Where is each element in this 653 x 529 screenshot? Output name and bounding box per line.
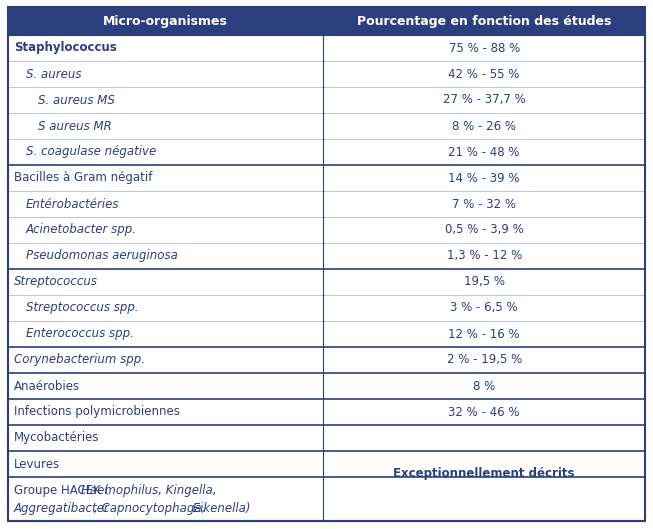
Bar xyxy=(8,165,645,191)
Bar xyxy=(8,217,645,243)
Text: Pourcentage en fonction des études: Pourcentage en fonction des études xyxy=(357,14,611,28)
Text: 32 % - 46 %: 32 % - 46 % xyxy=(449,406,520,418)
Bar xyxy=(8,295,645,321)
Text: Eikenella): Eikenella) xyxy=(189,502,251,515)
Text: 3 % - 6,5 %: 3 % - 6,5 % xyxy=(451,302,518,315)
Bar xyxy=(8,269,645,295)
Bar xyxy=(8,35,645,61)
Text: Aggregatibacter: Aggregatibacter xyxy=(14,502,110,515)
Bar xyxy=(8,243,645,269)
Text: S aureus MR: S aureus MR xyxy=(38,120,112,132)
Text: Infections polymicrobiennes: Infections polymicrobiennes xyxy=(14,406,180,418)
Text: Haemophilus, Kingella,: Haemophilus, Kingella, xyxy=(81,484,217,497)
Text: 75 % - 88 %: 75 % - 88 % xyxy=(449,41,520,54)
Bar xyxy=(8,451,645,477)
Text: , Capnocytophaga,: , Capnocytophaga, xyxy=(94,502,206,515)
Text: Streptococcus spp.: Streptococcus spp. xyxy=(26,302,138,315)
Text: 0,5 % - 3,9 %: 0,5 % - 3,9 % xyxy=(445,223,524,236)
Bar xyxy=(8,139,645,165)
Text: Exceptionnellement décrits: Exceptionnellement décrits xyxy=(393,467,575,479)
Bar xyxy=(8,373,645,399)
Text: S. aureus MS: S. aureus MS xyxy=(38,94,115,106)
Text: 2 % - 19,5 %: 2 % - 19,5 % xyxy=(447,353,522,367)
Text: 14 % - 39 %: 14 % - 39 % xyxy=(449,171,520,185)
Bar xyxy=(8,113,645,139)
Text: Micro-organismes: Micro-organismes xyxy=(103,14,228,28)
Bar xyxy=(8,87,645,113)
Text: 8 %: 8 % xyxy=(473,379,495,393)
Bar xyxy=(8,7,645,35)
Text: S. aureus: S. aureus xyxy=(26,68,82,80)
Bar xyxy=(8,425,645,451)
Text: 12 % - 16 %: 12 % - 16 % xyxy=(449,327,520,341)
Text: Acinetobacter spp.: Acinetobacter spp. xyxy=(26,223,137,236)
Text: Pseudomonas aeruginosa: Pseudomonas aeruginosa xyxy=(26,250,178,262)
Text: 27 % - 37,7 %: 27 % - 37,7 % xyxy=(443,94,526,106)
Text: 42 % - 55 %: 42 % - 55 % xyxy=(449,68,520,80)
Bar xyxy=(8,347,645,373)
Text: Anaérobies: Anaérobies xyxy=(14,379,80,393)
Text: 8 % - 26 %: 8 % - 26 % xyxy=(452,120,516,132)
Text: Streptococcus: Streptococcus xyxy=(14,276,98,288)
Text: Groupe HACEK (: Groupe HACEK ( xyxy=(14,484,109,497)
Text: Entérobactéries: Entérobactéries xyxy=(26,197,119,211)
Text: 19,5 %: 19,5 % xyxy=(464,276,505,288)
Text: Corynebacterium spp.: Corynebacterium spp. xyxy=(14,353,145,367)
Text: 7 % - 32 %: 7 % - 32 % xyxy=(452,197,516,211)
Bar xyxy=(8,191,645,217)
Text: Mycobactéries: Mycobactéries xyxy=(14,432,99,444)
Text: 21 % - 48 %: 21 % - 48 % xyxy=(449,145,520,159)
Text: Levures: Levures xyxy=(14,458,60,470)
Bar xyxy=(8,321,645,347)
Text: S. coagulase négative: S. coagulase négative xyxy=(26,145,156,159)
Bar xyxy=(8,477,645,521)
Bar xyxy=(8,399,645,425)
Bar xyxy=(8,61,645,87)
Text: Enterococcus spp.: Enterococcus spp. xyxy=(26,327,134,341)
Text: Staphylococcus: Staphylococcus xyxy=(14,41,117,54)
Text: 1,3 % - 12 %: 1,3 % - 12 % xyxy=(447,250,522,262)
Text: Bacilles à Gram négatif: Bacilles à Gram négatif xyxy=(14,171,152,185)
